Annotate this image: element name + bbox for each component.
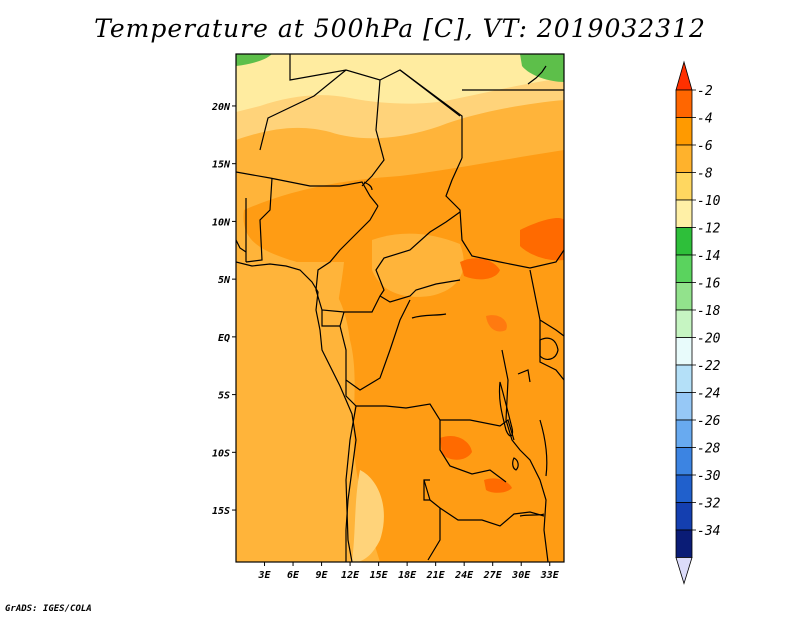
lon-label: 30E [511, 570, 531, 581]
lat-label: 10N [212, 217, 231, 228]
hotspot-southsudan [520, 218, 564, 261]
lon-label: 3E [257, 570, 271, 581]
lon-label: 33E [540, 570, 560, 581]
colorbar-label: -24 [697, 387, 720, 402]
lon-label: 6E [287, 570, 300, 581]
latitude-axis: 20N 15N 10N 5N EQ 5S 10S 15S [211, 102, 236, 517]
colorbar-label: -26 [697, 414, 721, 429]
colorbar-label: -2 [697, 84, 713, 99]
colorbar-swatch [675, 172, 693, 201]
band-minus8-atlantic [236, 262, 348, 562]
colorbar-label: -22 [697, 359, 721, 374]
band-minus6-interior [243, 150, 564, 562]
colorbar-swatch [675, 529, 693, 558]
colorbar-label: -12 [697, 222, 721, 237]
lat-label: 5S [218, 391, 230, 402]
lat-label: 20N [211, 102, 231, 113]
colorbar-label: -32 [697, 497, 721, 512]
grads-credit: GrADS: IGES/COLA [5, 604, 92, 614]
lon-label: 21E [426, 570, 446, 581]
lat-label: 15N [212, 160, 231, 171]
colorbar-label: -6 [697, 139, 713, 154]
colorbar-swatch [675, 309, 693, 338]
colorbar-label: -16 [697, 277, 721, 292]
colorbar-swatch [675, 254, 693, 283]
green-nw [236, 54, 272, 66]
lat-label: EQ [218, 333, 230, 344]
colorbar-swatch [675, 364, 693, 393]
colorbar-label: -8 [697, 167, 713, 182]
colorbar-swatch [675, 117, 693, 146]
colorbar-label: -30 [697, 469, 721, 484]
lon-label: 27E [483, 570, 503, 581]
colorbar-bottom-arrow [675, 557, 693, 585]
hotspot-car [460, 258, 500, 280]
map-frame [235, 53, 565, 563]
colorbar-swatch [675, 337, 693, 366]
colorbar-top-arrow [675, 60, 693, 91]
colorbar-label: -20 [697, 332, 721, 347]
lat-label: 15S [212, 506, 230, 517]
colorbar-swatch [675, 419, 693, 448]
lat-label: 10S [212, 448, 230, 459]
colorbar-swatch [675, 282, 693, 311]
green-ne [520, 54, 564, 82]
patch-minus8-car [372, 233, 464, 297]
lon-label: 15E [370, 570, 389, 581]
colorbar: -2 -4 -6 -8 -10 -12 -14 -16 -18 -20 -22 -24 -26 -28 -3… [675, 60, 721, 585]
colorbar-swatch [675, 144, 693, 173]
colorbar-label: -34 [697, 524, 720, 539]
colorbar-swatch [675, 227, 693, 256]
longitude-axis: 3E 6E 9E 12E 15E 18E 21E 24E 27E 30E 33E [257, 562, 560, 581]
map-title: Temperature at 500hPa [C], VT: 201903231… [94, 14, 706, 43]
band-minus12-north [236, 54, 564, 112]
lon-label: 9E [316, 570, 329, 581]
colorbar-label: -18 [697, 304, 721, 319]
colorbar-swatch [675, 447, 693, 476]
colorbar-swatch [675, 199, 693, 228]
colorbar-swatch [675, 392, 693, 421]
colorbar-label: -10 [697, 194, 721, 209]
colorbar-label: -4 [697, 112, 713, 127]
lon-label: 24E [454, 570, 474, 581]
colorbar-swatch [675, 474, 693, 503]
hotspot-drc-east [486, 315, 507, 332]
patch-minus10-angola [352, 470, 384, 562]
temperature-field [236, 54, 564, 562]
colorbar-label: -28 [697, 442, 721, 457]
colorbar-swatch [675, 89, 693, 118]
lat-label: 5N [218, 275, 231, 286]
hotspot-zambia [484, 478, 512, 493]
colorbar-swatch [675, 502, 693, 531]
hotspot-katanga [440, 435, 472, 460]
lon-label: 18E [398, 570, 417, 581]
lon-label: 12E [341, 570, 360, 581]
colorbar-label: -14 [697, 249, 720, 264]
country-borders [236, 54, 564, 562]
